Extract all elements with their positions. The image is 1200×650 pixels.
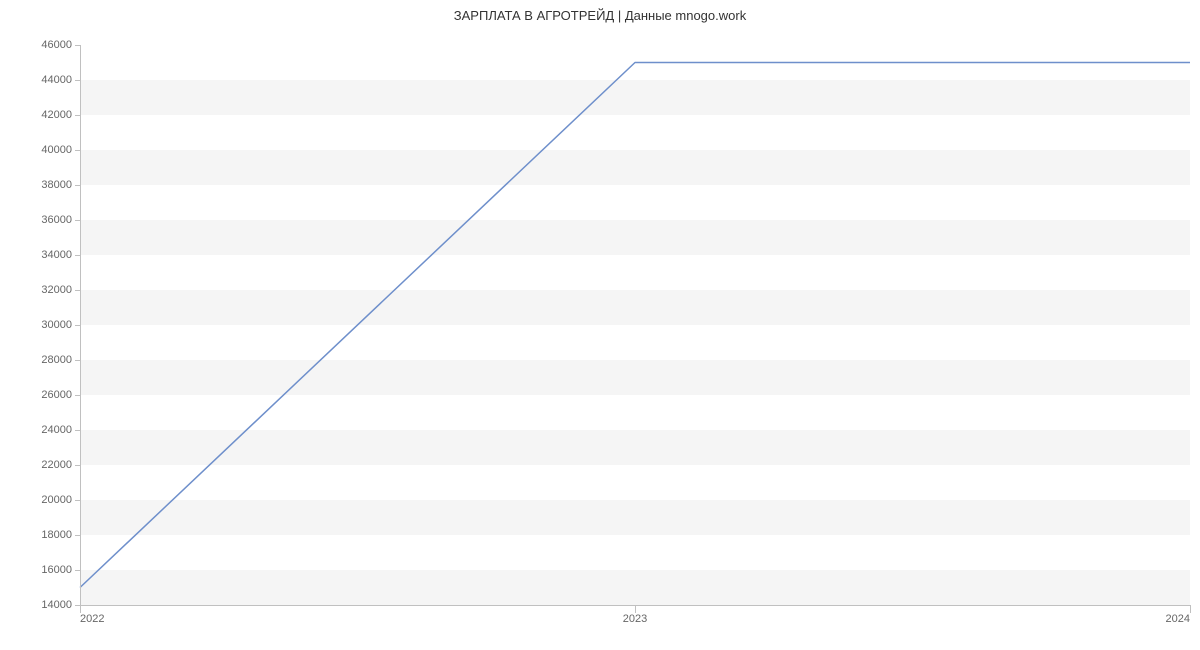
y-tick — [75, 115, 80, 116]
y-tick — [75, 45, 80, 46]
x-tick-label: 2023 — [623, 613, 647, 625]
y-tick-label: 24000 — [41, 424, 72, 436]
y-tick — [75, 535, 80, 536]
y-tick-label: 28000 — [41, 354, 72, 366]
y-tick-label: 26000 — [41, 389, 72, 401]
x-tick — [80, 605, 81, 613]
y-tick-label: 42000 — [41, 109, 72, 121]
y-axis-line — [80, 45, 81, 605]
series-line — [80, 63, 1190, 588]
line-series — [80, 45, 1190, 605]
y-tick — [75, 255, 80, 256]
salary-line-chart: ЗАРПЛАТА В АГРОТРЕЙД | Данные mnogo.work… — [0, 0, 1200, 650]
y-tick — [75, 570, 80, 571]
x-tick — [635, 605, 636, 613]
y-tick — [75, 465, 80, 466]
y-tick-label: 46000 — [41, 39, 72, 51]
y-tick — [75, 80, 80, 81]
y-tick-label: 44000 — [41, 74, 72, 86]
y-tick-label: 32000 — [41, 284, 72, 296]
y-tick — [75, 500, 80, 501]
x-tick — [1190, 605, 1191, 613]
y-tick-label: 36000 — [41, 214, 72, 226]
y-tick — [75, 430, 80, 431]
chart-title: ЗАРПЛАТА В АГРОТРЕЙД | Данные mnogo.work — [0, 8, 1200, 23]
y-tick-label: 34000 — [41, 249, 72, 261]
y-tick-label: 40000 — [41, 144, 72, 156]
y-tick — [75, 185, 80, 186]
y-tick-label: 14000 — [41, 599, 72, 611]
y-tick — [75, 150, 80, 151]
y-tick — [75, 325, 80, 326]
y-tick-label: 22000 — [41, 459, 72, 471]
x-tick-label: 2022 — [80, 613, 104, 625]
y-tick — [75, 395, 80, 396]
y-tick — [75, 220, 80, 221]
y-tick-label: 30000 — [41, 319, 72, 331]
plot-area: 1400016000180002000022000240002600028000… — [80, 45, 1190, 605]
y-tick — [75, 290, 80, 291]
y-tick-label: 20000 — [41, 494, 72, 506]
y-tick-label: 38000 — [41, 179, 72, 191]
y-tick-label: 18000 — [41, 529, 72, 541]
y-tick-label: 16000 — [41, 564, 72, 576]
x-tick-label: 2024 — [1166, 613, 1190, 625]
y-tick — [75, 360, 80, 361]
